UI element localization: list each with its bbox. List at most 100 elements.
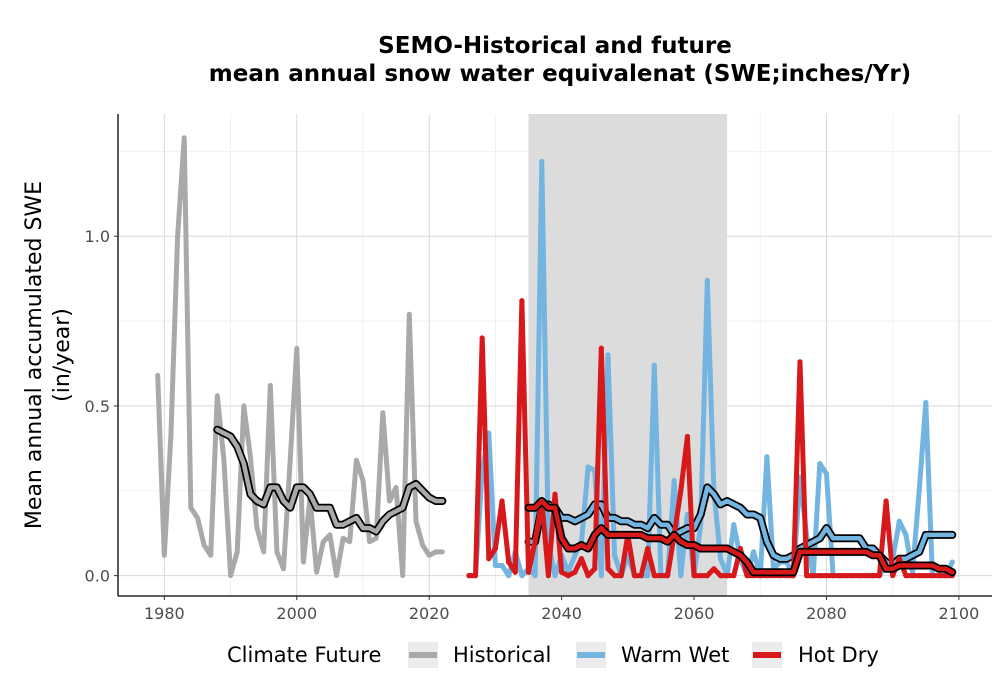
data-point-hot-dry: [691, 573, 697, 579]
data-point-hot-dry: [731, 573, 737, 579]
data-point-hot-dry: [519, 298, 525, 304]
axes: [117, 114, 992, 597]
data-point-hot-dry: [506, 559, 512, 565]
data-point-warm-wet: [506, 573, 512, 579]
data-point-hot-dry: [545, 573, 551, 579]
data-point-hot-dry: [572, 569, 578, 575]
data-point-hot-dry: [724, 573, 730, 579]
data-point-warm-wet: [605, 352, 611, 358]
y-tick-label: 0.5: [85, 397, 110, 416]
data-point-hot-dry: [916, 573, 922, 579]
data-point-hot-dry: [638, 573, 644, 579]
data-point-hot-dry: [512, 569, 518, 575]
data-point-hot-dry: [883, 498, 889, 504]
data-point-hot-dry: [943, 573, 949, 579]
data-point-warm-wet: [671, 477, 677, 484]
data-point-hot-dry: [611, 573, 618, 579]
data-point-hot-dry: [525, 569, 532, 575]
data-point-warm-wet: [539, 158, 545, 165]
data-point-hot-dry: [631, 573, 638, 579]
data-point-hot-dry: [492, 545, 499, 552]
data-point-hot-dry: [704, 573, 710, 579]
data-point-hot-dry: [486, 556, 492, 562]
data-point-warm-wet: [552, 573, 558, 579]
y-axis-title-line-2: (in/year): [50, 308, 75, 402]
data-point-warm-wet: [823, 471, 830, 477]
data-point-warm-wet: [499, 562, 505, 569]
x-tick-label: 2060: [674, 604, 715, 623]
data-point-warm-wet: [717, 556, 724, 562]
data-point-warm-wet: [678, 573, 684, 579]
data-point-hot-dry: [479, 335, 485, 341]
data-point-hot-dry: [711, 566, 717, 572]
data-point-hot-dry: [876, 573, 883, 579]
series-line-hot-dry-smooth: [526, 498, 955, 575]
data-point-hot-dry: [605, 566, 611, 572]
tick-labels: 1980 2000 2020 2040 2060 2080 2100 0.0 0.5 1.0: [85, 227, 980, 623]
x-tick-label: 2040: [541, 604, 582, 623]
data-point-hot-dry: [817, 573, 823, 579]
data-point-hot-dry: [856, 573, 863, 579]
chart-title-line-2: mean annual snow water equivalenat (SWE;…: [209, 61, 911, 87]
data-point-hot-dry: [850, 573, 856, 579]
legend-key-warm-wet: [576, 642, 606, 668]
data-point-warm-wet: [731, 522, 737, 528]
y-tick-label: 0.0: [85, 567, 110, 586]
data-point-warm-wet: [916, 488, 922, 494]
data-point-warm-wet: [532, 573, 538, 579]
data-point-hot-dry: [810, 573, 816, 579]
data-point-hot-dry: [698, 573, 704, 579]
legend-key-hot-dry: [752, 642, 782, 668]
legend-label-hot-dry: Hot Dry: [798, 643, 879, 667]
x-tick-label: 2000: [276, 604, 317, 623]
series-lines: [155, 135, 957, 579]
data-point-hot-dry: [737, 545, 743, 552]
data-point-hot-dry: [890, 573, 896, 579]
data-point-hot-dry: [830, 573, 836, 579]
data-point-hot-dry: [837, 573, 843, 579]
data-point-warm-wet: [611, 552, 618, 558]
data-point-warm-wet: [896, 518, 902, 524]
data-point-warm-wet: [519, 573, 525, 579]
data-point-warm-wet: [492, 562, 499, 569]
data-point-warm-wet: [817, 461, 823, 467]
data-point-hot-dry: [863, 573, 869, 579]
x-tick-label: 2020: [409, 604, 450, 623]
data-point-hot-dry: [559, 569, 565, 575]
data-point-hot-dry: [532, 539, 538, 545]
data-point-hot-dry: [472, 573, 479, 579]
data-point-warm-wet: [572, 552, 578, 558]
data-point-warm-wet: [903, 532, 909, 538]
data-point-hot-dry: [843, 573, 849, 579]
data-point-hot-dry: [929, 573, 936, 579]
data-point-hot-dry: [896, 556, 902, 562]
data-point-hot-dry: [797, 359, 803, 365]
x-tick-label: 2080: [806, 604, 847, 623]
data-point-hot-dry: [578, 556, 585, 562]
legend-key-historical: [408, 642, 438, 668]
data-point-hot-dry: [870, 573, 876, 579]
data-point-hot-dry: [909, 573, 916, 579]
data-point-warm-wet: [704, 277, 710, 283]
data-point-hot-dry: [466, 573, 472, 579]
data-point-warm-wet: [751, 549, 757, 555]
data-point-hot-dry: [903, 573, 909, 579]
data-point-hot-dry: [552, 491, 558, 497]
x-tick-label: 2100: [939, 604, 980, 623]
data-point-warm-wet: [645, 573, 651, 579]
chart-title-line-1: SEMO-Historical and future: [378, 33, 732, 59]
data-point-hot-dry: [923, 573, 929, 579]
data-point-hot-dry: [565, 573, 571, 579]
data-point-hot-dry: [823, 573, 830, 579]
data-point-hot-dry: [598, 345, 604, 351]
legend: Climate Future Historical Warm Wet Hot D…: [227, 642, 879, 668]
data-point-hot-dry: [499, 498, 505, 504]
series-line-historical: [155, 135, 445, 579]
legend-label-historical: Historical: [453, 643, 551, 667]
y-axis-title-line-1: Mean annual accumulated SWE: [22, 181, 47, 529]
data-point-hot-dry: [618, 573, 624, 579]
legend-label-warm-wet: Warm Wet: [621, 643, 729, 667]
data-point-hot-dry: [585, 573, 591, 579]
